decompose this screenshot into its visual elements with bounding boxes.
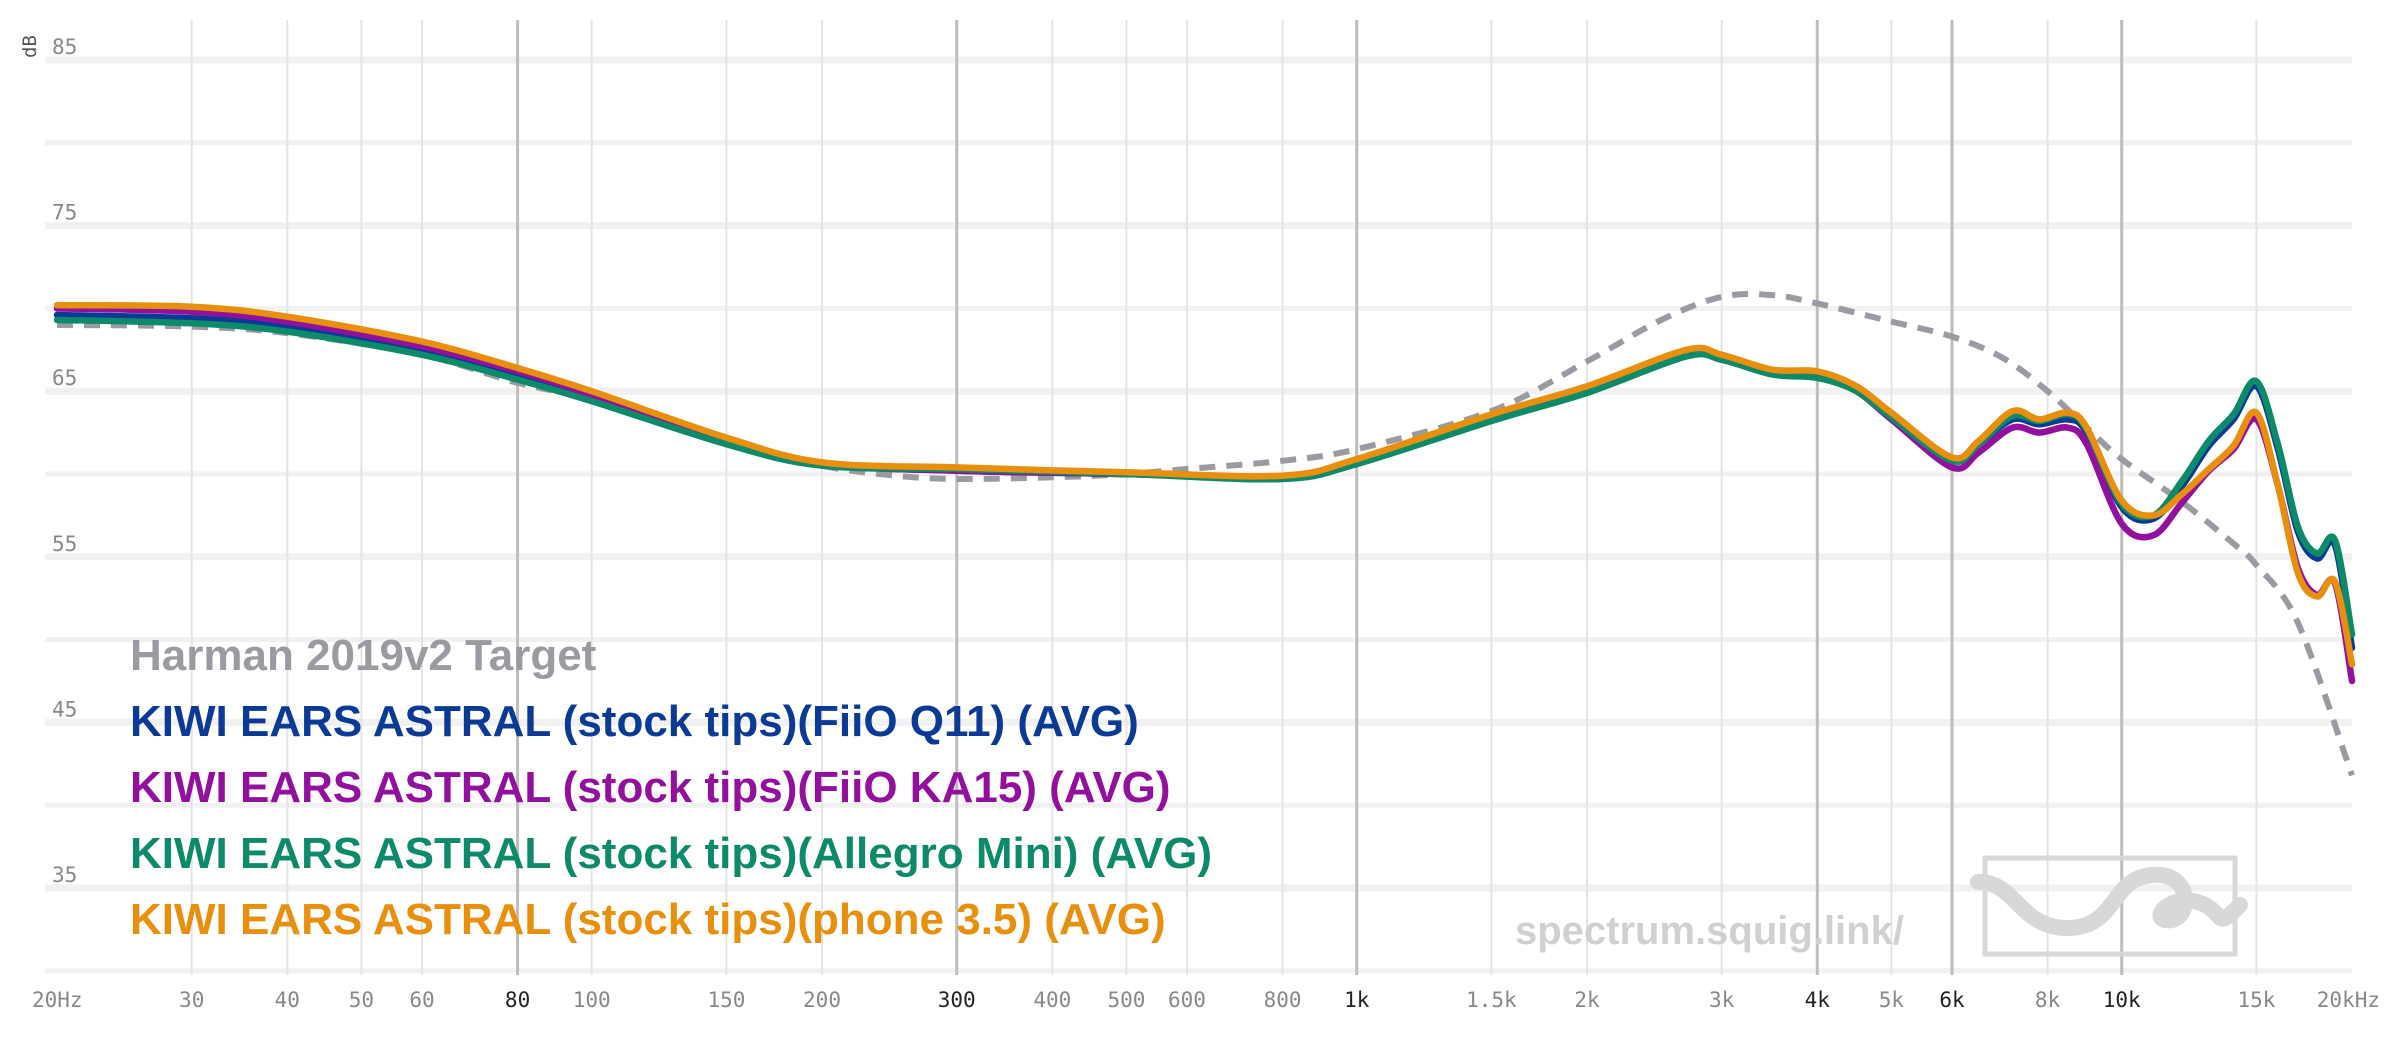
series-line-1	[53, 311, 2356, 652]
watermark: spectrum.squig.link/	[1515, 855, 2248, 957]
y-unit-label: dB	[19, 35, 41, 58]
legend-entry[interactable]: KIWI EARS ASTRAL (stock tips)(FiiO Q11) …	[130, 697, 1139, 746]
x-tick-label: 600	[1168, 988, 1206, 1012]
x-tick-label: 20kHz	[2317, 988, 2380, 1012]
x-tick-label: 3k	[1709, 988, 1735, 1012]
legend-entry[interactable]: KIWI EARS ASTRAL (stock tips)(Allegro Mi…	[130, 829, 1212, 878]
x-tick-label: 40	[275, 988, 300, 1012]
y-tick-label: 35	[52, 863, 77, 887]
x-tick-label: 10k	[2103, 988, 2141, 1012]
x-tick-label: 300	[938, 988, 976, 1012]
x-tick-label: 4k	[1805, 988, 1831, 1012]
watermark-text: spectrum.squig.link/	[1515, 909, 1904, 953]
x-tick-label: 150	[707, 988, 745, 1012]
series-line-2	[53, 305, 2356, 685]
legend-entry[interactable]: Harman 2019v2 Target	[130, 631, 597, 680]
x-tick-label: 1k	[1344, 988, 1370, 1012]
x-tick-label: 20Hz	[32, 988, 83, 1012]
x-tick-label: 6k	[1939, 988, 1965, 1012]
x-tick-label: 400	[1033, 988, 1071, 1012]
series-line-3	[53, 316, 2356, 638]
x-gridlines	[190, 20, 2258, 975]
y-tick-label: 75	[52, 201, 77, 225]
x-tick-label: 100	[573, 988, 611, 1012]
x-tick-label: 200	[803, 988, 841, 1012]
x-tick-label: 5k	[1879, 988, 1905, 1012]
x-tick-label: 60	[409, 988, 434, 1012]
x-tick-label: 80	[505, 988, 530, 1012]
x-tick-label: 500	[1107, 988, 1145, 1012]
y-tick-label: 85	[52, 35, 77, 59]
x-tick-label: 8k	[2035, 988, 2061, 1012]
y-tick-label: 45	[52, 697, 77, 721]
x-tick-label: 2k	[1574, 988, 1600, 1012]
y-tick-label: 55	[52, 532, 77, 556]
x-tick-label: 30	[179, 988, 204, 1012]
y-tick-label: 65	[52, 366, 77, 390]
squiggle-logo-icon	[1970, 855, 2248, 957]
x-axis-labels: 20Hz 30 40 50 60 80 100 150 200 300 400 500 600 800 1k…	[32, 988, 2380, 1012]
y-axis-labels: 85 75 65 55 45 35	[52, 35, 77, 887]
legend-entry[interactable]: KIWI EARS ASTRAL (stock tips)(phone 3.5)…	[130, 895, 1166, 944]
legend: Harman 2019v2 Target KIWI EARS ASTRAL (st…	[130, 631, 1212, 944]
x-tick-label: 800	[1264, 988, 1302, 1012]
series-line-4	[53, 301, 2356, 668]
series-lines	[53, 291, 2356, 777]
x-tick-label: 50	[349, 988, 374, 1012]
x-tick-label: 1.5k	[1466, 988, 1517, 1012]
legend-entry[interactable]: KIWI EARS ASTRAL (stock tips)(FiiO KA15)…	[130, 763, 1171, 812]
x-tick-label: 15k	[2237, 988, 2275, 1012]
